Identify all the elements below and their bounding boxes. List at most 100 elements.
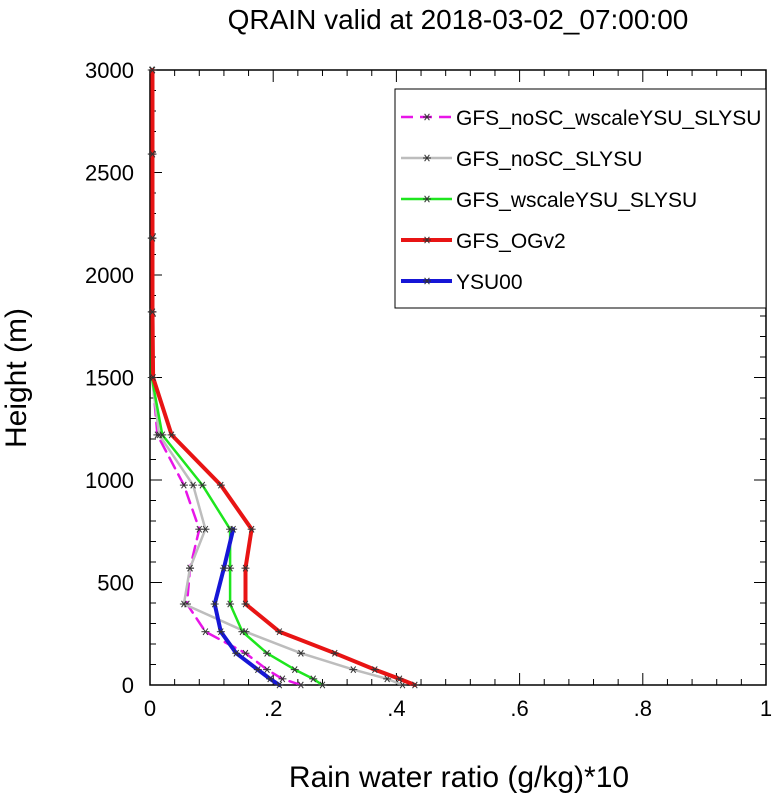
marker-stroke [221,564,227,572]
x-axis-label: Rain water ratio (g/kg)*10 [289,761,629,794]
data-point [349,666,358,674]
marker-stroke [242,600,249,608]
data-point [253,666,262,674]
marker-stroke [159,431,166,439]
marker-stroke [190,481,196,489]
legend-marker [423,277,431,285]
y-tick-label: 3000 [85,58,134,83]
marker-stroke [350,666,357,674]
marker-stroke [331,649,338,657]
legend-label: YSU00 [456,271,523,294]
marker-stroke [264,666,270,674]
data-point [275,681,284,689]
marker-stroke [227,564,233,572]
marker-stroke [372,666,378,674]
series-line [150,68,324,687]
marker-stroke [181,600,187,608]
marker-stroke [242,564,249,572]
data-point [263,649,272,657]
marker-stroke [233,649,240,657]
marker-stroke [396,675,403,683]
legend-entry: GFS_noSC_wscaleYSU_SLYSU [401,107,761,130]
data-point [241,649,250,657]
series-line [151,68,303,687]
series-line [212,527,282,687]
marker-stroke [227,600,233,608]
legend-entry: YSU00 [401,271,523,294]
data-point [309,675,318,683]
series-0 [148,66,305,689]
marker-stroke [199,481,206,489]
data-point [186,564,195,572]
marker-stroke [276,681,283,689]
marker-stroke [291,666,298,674]
data-point [149,373,158,382]
data-point [189,481,198,489]
marker-stroke [310,675,317,683]
y-tick-label: 1000 [85,468,134,493]
marker-stroke [412,681,418,689]
data-point [278,675,287,683]
marker-stroke [424,277,430,285]
y-tick-label: 0 [122,673,134,698]
marker-stroke [202,525,209,533]
data-point [241,564,250,572]
series-line [150,68,417,687]
data-point [410,681,419,689]
marker-stroke [276,628,283,636]
marker-stroke [230,525,236,533]
data-point [148,150,157,158]
marker-stroke [242,649,249,657]
marker-stroke [149,150,156,158]
data-point [296,649,305,657]
y-axis-label: Height (m) [0,308,33,448]
data-point [226,600,235,608]
data-point [330,649,339,657]
data-point [232,649,241,657]
series-3 [148,66,419,689]
marker-stroke [218,481,224,489]
data-point [219,564,228,572]
marker-stroke [196,525,203,533]
legend-marker [423,195,431,203]
x-tick-label: .4 [387,696,405,721]
data-point [210,600,219,608]
series-line [150,68,404,687]
data-point [179,600,188,608]
marker-stroke [424,195,430,203]
data-point [216,628,225,636]
data-point [216,481,225,489]
marker-stroke [218,628,224,636]
marker-stroke [264,649,270,657]
legend-marker [423,154,431,162]
series-2 [147,66,327,689]
data-point [201,525,210,533]
data-point [247,525,256,533]
y-tick-label: 2000 [85,263,134,288]
data-point [238,628,247,636]
x-tick-label: .6 [510,696,528,721]
x-tick-labels: 0 .2 .4 .6 .8 1 [144,696,772,721]
marker-stroke [181,481,187,489]
data-point [275,628,284,636]
x-tick-label: 1 [760,696,772,721]
series-4 [210,525,284,689]
x-tick-label: .8 [634,696,652,721]
data-point [318,681,327,689]
marker-stroke [267,675,273,683]
legend-entry: GFS_wscaleYSU_SLYSU [401,189,697,212]
marker-stroke [424,236,430,244]
legend-label: GFS_noSC_wscaleYSU_SLYSU [456,107,761,130]
marker-stroke [298,649,304,657]
data-point [241,600,250,608]
marker-stroke [149,66,156,74]
data-point [167,431,176,439]
y-tick-labels: 0 500 1000 1500 2000 2500 3000 [85,58,134,698]
data-point [395,675,404,683]
marker-stroke [239,628,246,636]
marker-stroke [424,113,430,121]
data-point [148,308,157,316]
data-point [266,675,275,683]
legend-box [394,88,767,309]
